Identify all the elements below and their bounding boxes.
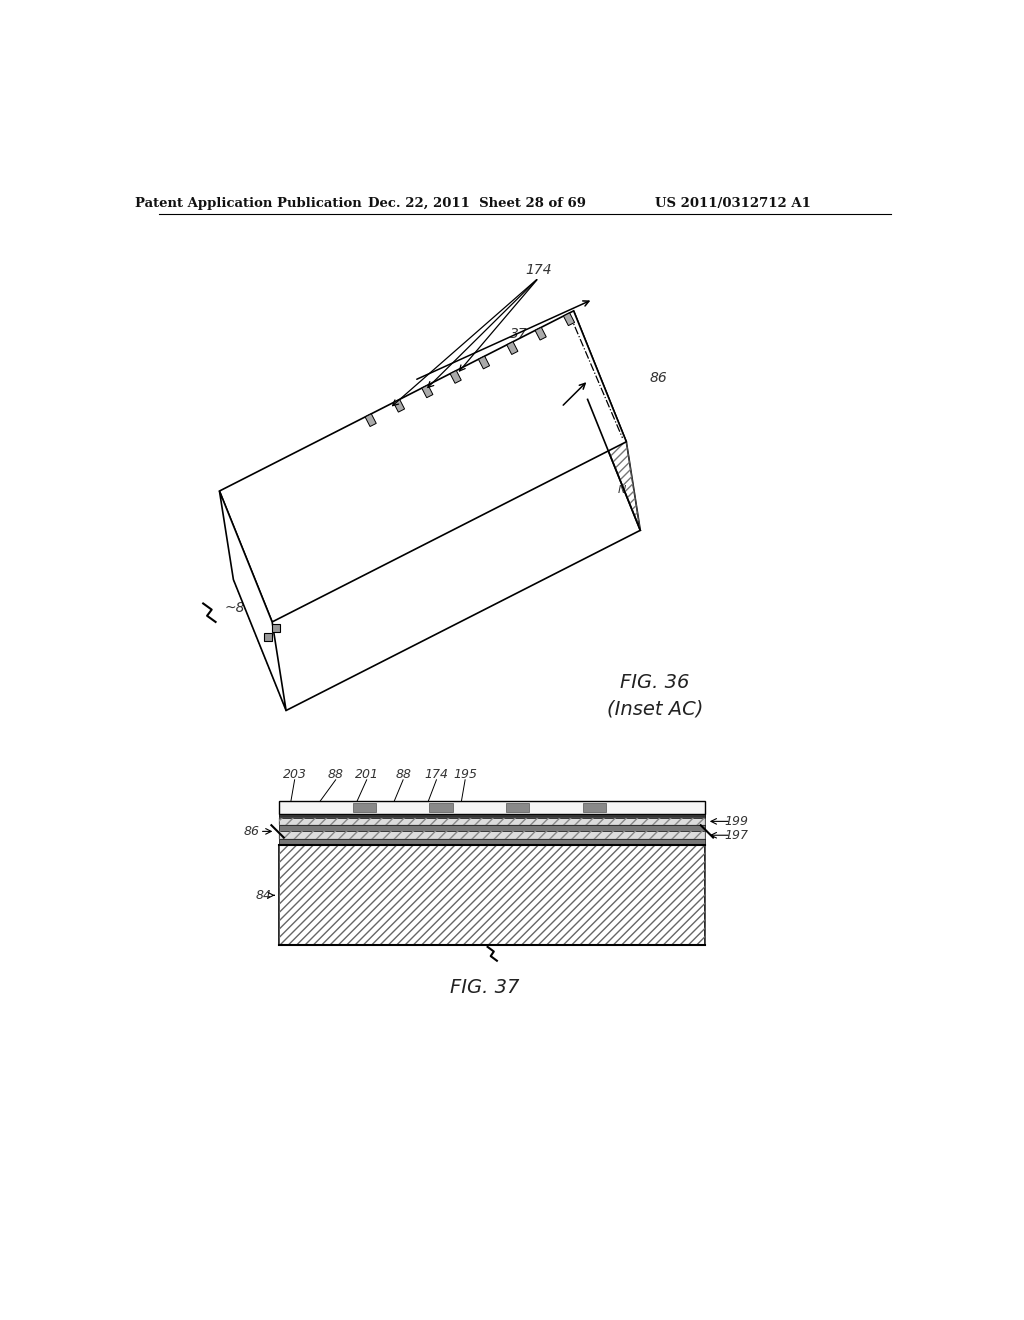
Bar bbox=[280, 845, 706, 945]
Polygon shape bbox=[451, 371, 461, 383]
Bar bbox=[280, 801, 706, 813]
Text: 84: 84 bbox=[256, 888, 271, 902]
Bar bbox=[280, 817, 706, 825]
Bar bbox=[280, 813, 706, 817]
Bar bbox=[352, 803, 376, 812]
Text: 174: 174 bbox=[425, 768, 449, 781]
Bar bbox=[583, 803, 606, 812]
Bar bbox=[280, 845, 706, 945]
Text: 86: 86 bbox=[244, 825, 260, 838]
Text: 37: 37 bbox=[510, 326, 528, 341]
Bar bbox=[506, 803, 529, 812]
Bar bbox=[280, 832, 706, 840]
Polygon shape bbox=[219, 312, 627, 622]
Text: 174: 174 bbox=[525, 263, 552, 277]
Text: US 2011/0312712 A1: US 2011/0312712 A1 bbox=[654, 197, 810, 210]
Text: ~88~: ~88~ bbox=[372, 467, 413, 480]
Text: Patent Application Publication: Patent Application Publication bbox=[135, 197, 361, 210]
Bar bbox=[280, 840, 706, 845]
Bar bbox=[280, 817, 706, 825]
Text: ~84~: ~84~ bbox=[224, 602, 265, 615]
Polygon shape bbox=[507, 342, 518, 355]
Polygon shape bbox=[393, 400, 404, 412]
Bar bbox=[280, 832, 706, 840]
Text: N: N bbox=[617, 484, 626, 495]
Text: FIG. 36: FIG. 36 bbox=[621, 672, 690, 692]
Text: 86: 86 bbox=[650, 371, 668, 385]
Polygon shape bbox=[366, 413, 376, 426]
Text: 88: 88 bbox=[395, 768, 411, 781]
Bar bbox=[429, 803, 453, 812]
Text: 199: 199 bbox=[724, 814, 749, 828]
Text: 203: 203 bbox=[283, 768, 306, 781]
Polygon shape bbox=[573, 312, 640, 531]
Text: 88: 88 bbox=[328, 768, 344, 781]
Bar bbox=[280, 825, 706, 832]
Polygon shape bbox=[478, 356, 489, 368]
Bar bbox=[272, 624, 280, 632]
Text: FIG. 37: FIG. 37 bbox=[450, 978, 519, 997]
Text: 201: 201 bbox=[354, 768, 379, 781]
Text: Dec. 22, 2011  Sheet 28 of 69: Dec. 22, 2011 Sheet 28 of 69 bbox=[368, 197, 586, 210]
Polygon shape bbox=[219, 491, 286, 710]
Text: 195: 195 bbox=[454, 768, 477, 781]
Polygon shape bbox=[422, 385, 433, 397]
Text: 197: 197 bbox=[724, 829, 749, 842]
Text: (Inset AC): (Inset AC) bbox=[607, 700, 703, 718]
Bar bbox=[264, 634, 272, 642]
Polygon shape bbox=[536, 327, 546, 341]
Polygon shape bbox=[563, 313, 574, 326]
Text: 37: 37 bbox=[580, 374, 597, 387]
